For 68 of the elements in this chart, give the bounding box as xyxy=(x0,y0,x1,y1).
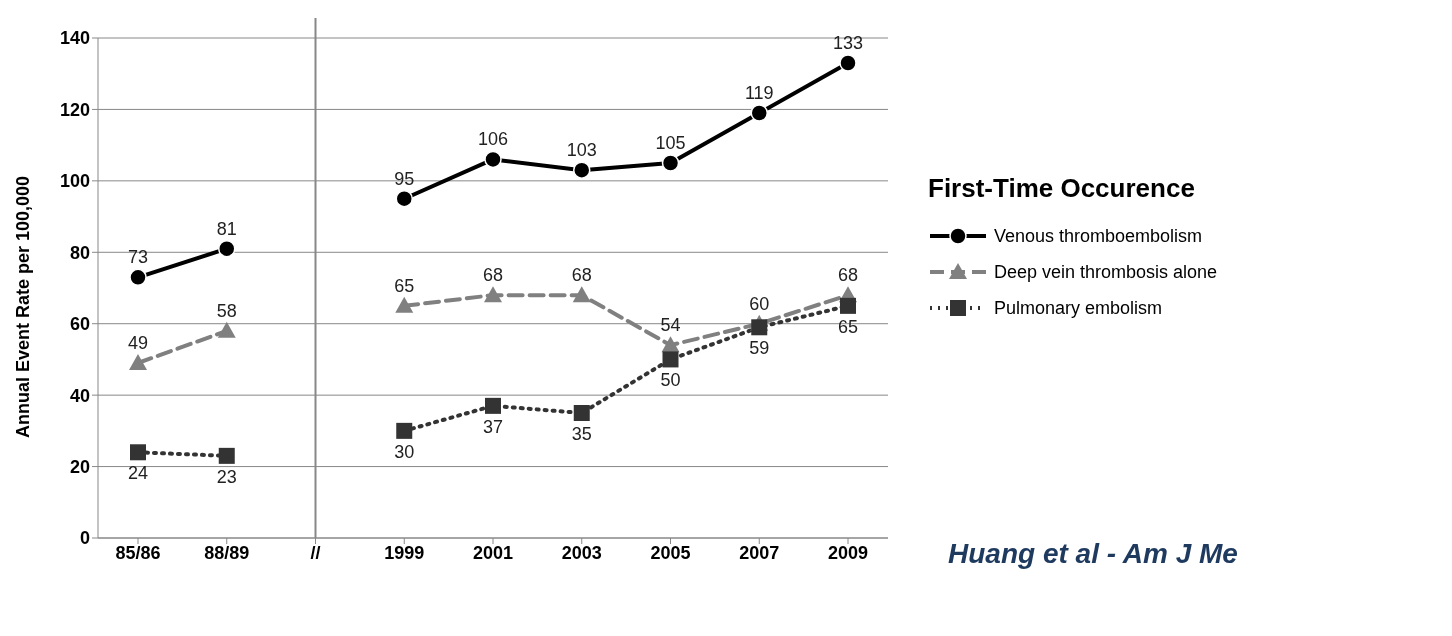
legend-label: Deep vein thrombosis alone xyxy=(994,261,1218,283)
legend-title: First-Time Occurence xyxy=(928,173,1196,204)
legend-label: Venous thromboembolism xyxy=(994,225,1203,247)
y-axis-title: Annual Event Rate per 100,000 xyxy=(13,175,34,438)
point xyxy=(661,154,680,172)
point xyxy=(839,54,857,72)
data-label: 35 xyxy=(571,423,592,444)
y-tick-label: 20 xyxy=(69,456,90,477)
data-label: 58 xyxy=(216,300,237,321)
data-label: 59 xyxy=(749,338,770,359)
point xyxy=(217,321,236,338)
x-tick-label: 85/86 xyxy=(115,542,161,563)
x-tick-label: 2003 xyxy=(561,542,602,563)
point xyxy=(396,422,413,439)
data-label: 65 xyxy=(394,275,415,296)
point xyxy=(484,286,502,303)
point xyxy=(750,104,768,122)
data-label: 68 xyxy=(837,265,859,286)
x-tick-label: 2001 xyxy=(472,542,514,563)
data-label: 133 xyxy=(832,33,864,53)
x-tick-label: 88/89 xyxy=(204,542,250,563)
point xyxy=(218,447,235,464)
data-label: 119 xyxy=(744,83,774,103)
data-label: 106 xyxy=(477,129,509,150)
y-tick-label: 0 xyxy=(79,528,90,549)
legend-label: Pulmonary embolism xyxy=(994,297,1163,319)
y-tick-label: 140 xyxy=(59,28,90,49)
data-label: 50 xyxy=(660,370,681,391)
point xyxy=(751,319,768,336)
y-tick-label: 80 xyxy=(69,242,90,263)
data-label: 23 xyxy=(216,466,237,487)
data-label: 49 xyxy=(127,333,149,353)
point xyxy=(485,397,501,414)
point xyxy=(484,150,502,169)
point xyxy=(129,268,147,287)
point xyxy=(218,239,236,258)
y-tick-label: 40 xyxy=(69,385,90,406)
x-tick-label: 2007 xyxy=(739,542,780,563)
point xyxy=(129,354,147,370)
text: Huang et al - Am J Me xyxy=(948,538,1238,570)
y-tick-label: 100 xyxy=(59,171,90,192)
data-label: 68 xyxy=(571,265,592,286)
data-label: 54 xyxy=(660,315,681,336)
point xyxy=(395,296,414,313)
point xyxy=(662,351,679,368)
y-tick-label: 60 xyxy=(69,314,90,335)
data-label: 95 xyxy=(394,168,415,189)
data-label: 81 xyxy=(216,218,237,239)
x-tick-label: 2009 xyxy=(827,542,869,563)
data-label: 103 xyxy=(566,140,597,161)
data-label: 68 xyxy=(482,265,504,286)
x-tick-label: // xyxy=(310,542,321,563)
point xyxy=(572,286,591,303)
data-label: 60 xyxy=(749,293,770,314)
data-label: 30 xyxy=(394,441,415,462)
point xyxy=(840,297,856,314)
point xyxy=(573,161,591,179)
point xyxy=(573,405,590,421)
data-label: 105 xyxy=(655,133,686,153)
x-tick-label: 1999 xyxy=(384,542,425,563)
point xyxy=(130,444,146,461)
x-tick-label: 2005 xyxy=(650,542,691,563)
data-label: 65 xyxy=(837,316,859,337)
point xyxy=(395,189,413,208)
data-label: 73 xyxy=(127,247,149,268)
data-label: 37 xyxy=(482,416,504,437)
y-tick-label: 120 xyxy=(59,99,90,120)
data-label: 24 xyxy=(127,463,149,484)
